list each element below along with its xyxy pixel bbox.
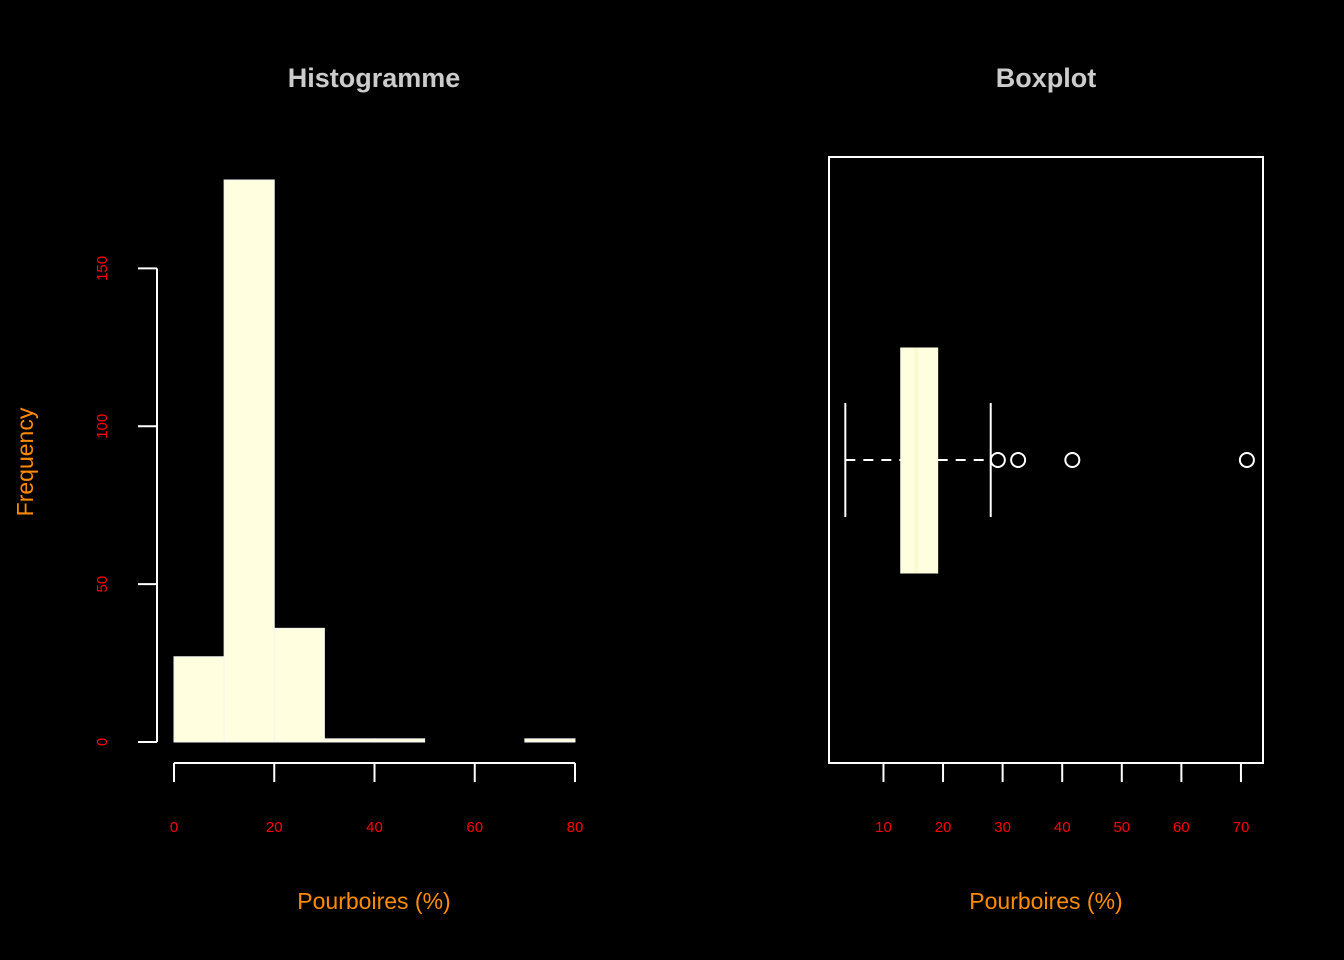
bar [374,738,426,743]
x-tick-label: 60 [1173,819,1190,836]
x-tick-label: 80 [567,819,584,836]
chart-title: Boxplot [996,63,1097,93]
y-axis-label: Frequency [12,407,38,516]
y-tick-label: 50 [94,576,111,593]
outlier [989,452,1006,468]
y-tick-label: 100 [94,414,111,439]
outlier [1064,452,1081,468]
bar [323,738,375,743]
x-tick-label: 10 [875,819,892,836]
x-tick-label: 60 [466,819,483,836]
box [900,347,939,574]
x-tick-label: 20 [935,819,952,836]
bar [223,179,275,743]
bar [524,738,576,743]
y-tick-label: 0 [94,738,111,746]
x-axis-label: Pourboires (%) [969,888,1122,914]
x-tick-label: 0 [170,819,178,836]
chart-title: Histogramme [288,63,461,93]
x-tick-label: 20 [266,819,283,836]
outlier [1010,452,1027,468]
outlier [1238,452,1255,468]
x-tick-label: 50 [1113,819,1130,836]
x-tick-label: 30 [994,819,1011,836]
x-tick-label: 40 [366,819,383,836]
x-tick-label: 40 [1054,819,1071,836]
y-tick-label: 150 [94,256,111,281]
bar [173,656,225,743]
plot-frame [828,156,1264,764]
bar [273,627,325,743]
x-axis-label: Pourboires (%) [297,888,450,914]
x-tick-label: 70 [1233,819,1250,836]
